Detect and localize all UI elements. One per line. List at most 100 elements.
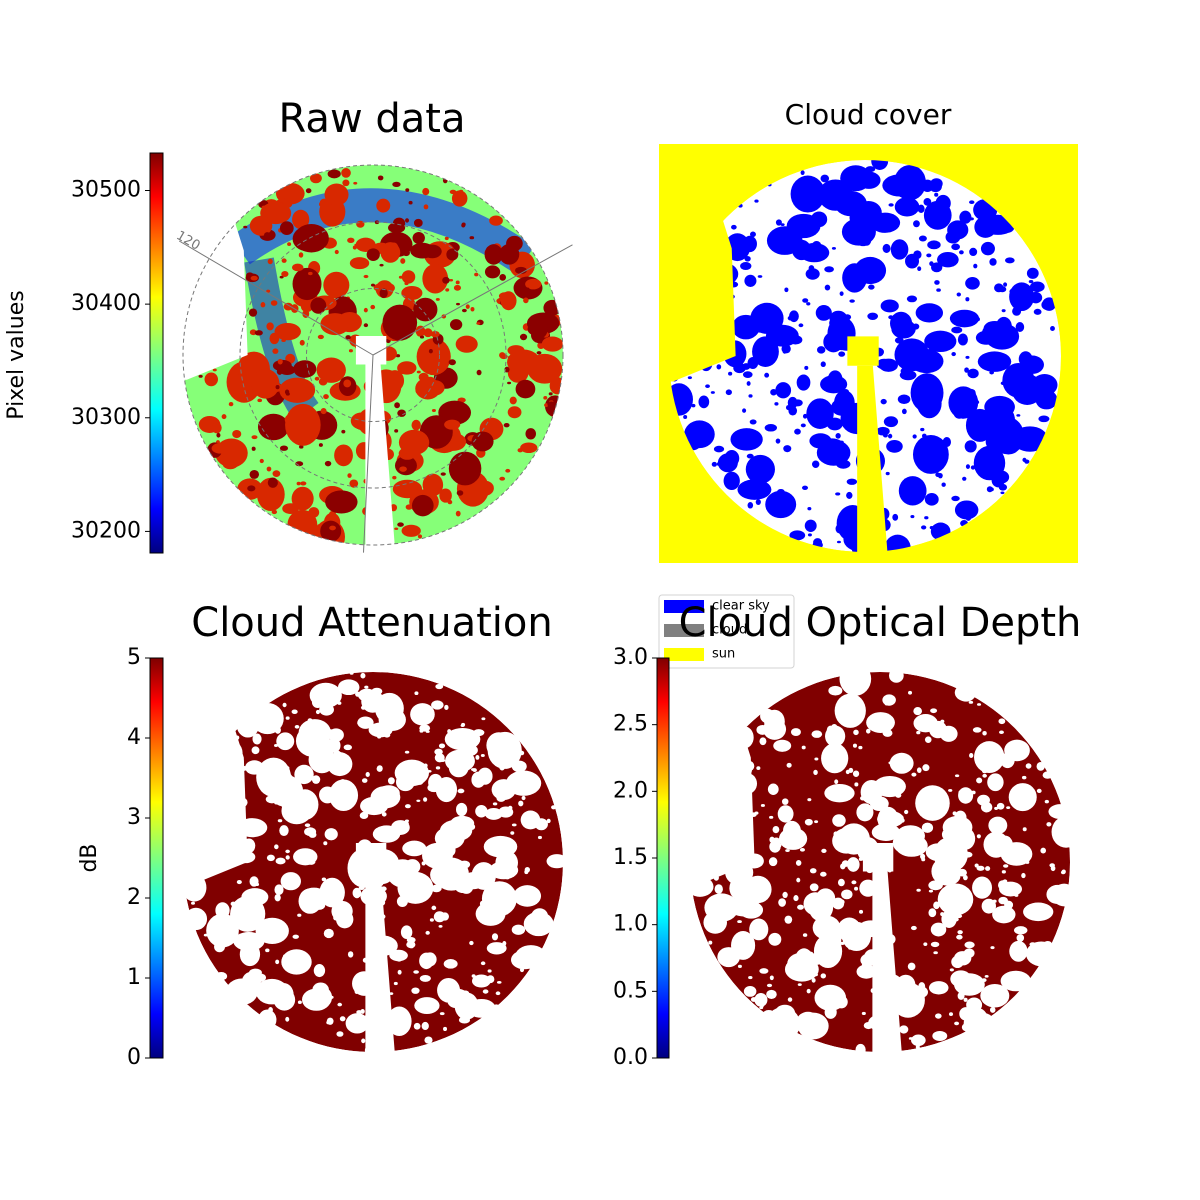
cloud-blob xyxy=(223,835,228,839)
cloud-blob xyxy=(389,992,394,996)
cloud-blob xyxy=(879,990,909,1015)
cloud-blob xyxy=(957,930,963,935)
cloud-blob xyxy=(777,805,794,823)
cloud-blob xyxy=(768,857,778,867)
cloud-blob xyxy=(260,302,266,308)
cloud-blob xyxy=(448,451,482,486)
cloud-blob xyxy=(915,1045,920,1050)
colorbar-tick-label: 3.0 xyxy=(613,645,648,670)
cloud-blob xyxy=(299,445,304,449)
cloud-blob xyxy=(706,293,713,300)
colorbar-tick-label: 2.5 xyxy=(613,712,648,737)
cloud-blob xyxy=(861,527,887,555)
cloud-blob xyxy=(361,1038,366,1044)
cloud-blob xyxy=(889,752,914,774)
cloud-blob xyxy=(434,748,443,756)
cloud-blob xyxy=(785,849,790,852)
cloud-blob xyxy=(422,263,449,294)
cloud-blob xyxy=(890,239,909,260)
cloud-blob xyxy=(449,279,454,282)
cloud-blob xyxy=(381,448,394,461)
cloud-blob xyxy=(444,419,461,430)
cloud-blob xyxy=(876,426,890,436)
cloud-blob xyxy=(243,846,248,850)
cloud-blob xyxy=(180,852,187,860)
cloud-blob xyxy=(524,866,530,873)
cloud-blob xyxy=(999,730,1004,735)
cloud-blob xyxy=(281,797,312,825)
cloud-blob xyxy=(315,709,320,715)
cloud-blob xyxy=(800,423,806,428)
cloud-blob xyxy=(691,445,696,450)
cloud-blob xyxy=(1024,459,1030,464)
cloud-blob xyxy=(529,318,548,339)
cloud-blob xyxy=(294,764,314,785)
cloud-blob xyxy=(816,346,826,354)
cloud-blob xyxy=(802,298,809,303)
cloud-blob xyxy=(671,374,679,382)
cloud-blob xyxy=(348,349,353,353)
cloud-blob xyxy=(280,872,301,891)
cloud-blob xyxy=(954,500,979,520)
cloud-blob xyxy=(965,355,970,359)
cloud-blob xyxy=(827,316,856,351)
cloud-blob xyxy=(281,338,286,342)
cloud-blob xyxy=(274,893,281,902)
cloud-blob xyxy=(917,204,925,213)
cloud-blob xyxy=(394,429,399,433)
cloud-blob xyxy=(326,1020,331,1025)
cloud-blob xyxy=(1004,446,1009,451)
cloud-blob xyxy=(327,169,341,179)
cloud-blob xyxy=(188,811,193,815)
cloud-blob xyxy=(525,287,530,292)
cloud-blob xyxy=(834,779,839,785)
cloud-blob xyxy=(855,447,886,475)
cloud-blob xyxy=(467,998,496,1018)
cloud-blob xyxy=(969,247,978,257)
cloud-blob xyxy=(347,473,352,478)
cloud-blob xyxy=(769,508,775,513)
cloud-blob xyxy=(784,511,789,516)
cloud-blob xyxy=(711,461,717,467)
cloud-blob xyxy=(931,857,961,886)
cloud-blob xyxy=(503,422,510,428)
cloud-blob xyxy=(973,263,978,269)
cloud-blob xyxy=(959,250,964,255)
cloud-blob xyxy=(806,398,834,429)
cloud-blob xyxy=(518,800,524,807)
colorbar xyxy=(656,657,670,1059)
cloud-blob xyxy=(510,831,515,835)
cloud-blob xyxy=(327,738,341,753)
cloud-blob xyxy=(527,353,563,384)
cloud-blob xyxy=(982,773,987,778)
cloud-blob xyxy=(211,351,221,358)
cloud-blob xyxy=(261,768,295,796)
cloud-blob xyxy=(705,844,720,862)
cloud-blob xyxy=(377,899,386,906)
cloud-blob xyxy=(390,504,398,512)
cloud-blob xyxy=(1033,308,1042,315)
cloud-blob xyxy=(208,325,218,335)
cloud-blob xyxy=(981,898,997,914)
cloud-blob xyxy=(185,298,201,312)
cloud-blob xyxy=(413,297,438,322)
cloud-blob xyxy=(824,1005,837,1019)
cloud-blob xyxy=(699,356,713,372)
cloud-blob xyxy=(894,197,920,217)
cloud-blob xyxy=(716,364,722,370)
cloud-blob xyxy=(249,469,260,479)
cloud-blob xyxy=(880,398,887,405)
cloud-blob xyxy=(794,428,801,435)
cloud-blob xyxy=(882,433,888,438)
cloud-blob xyxy=(428,348,433,354)
cloud-blob xyxy=(754,993,768,1007)
cloud-blob xyxy=(451,190,468,207)
colorbar-tick-label: 1 xyxy=(127,965,141,990)
cloud-blob xyxy=(363,323,369,328)
cloud-blob xyxy=(722,755,739,768)
cloud-blob xyxy=(247,485,256,492)
cloud-blob xyxy=(411,494,434,517)
cloud-blob xyxy=(362,849,393,880)
cloud-blob xyxy=(471,974,491,988)
cloud-blob xyxy=(924,516,929,520)
